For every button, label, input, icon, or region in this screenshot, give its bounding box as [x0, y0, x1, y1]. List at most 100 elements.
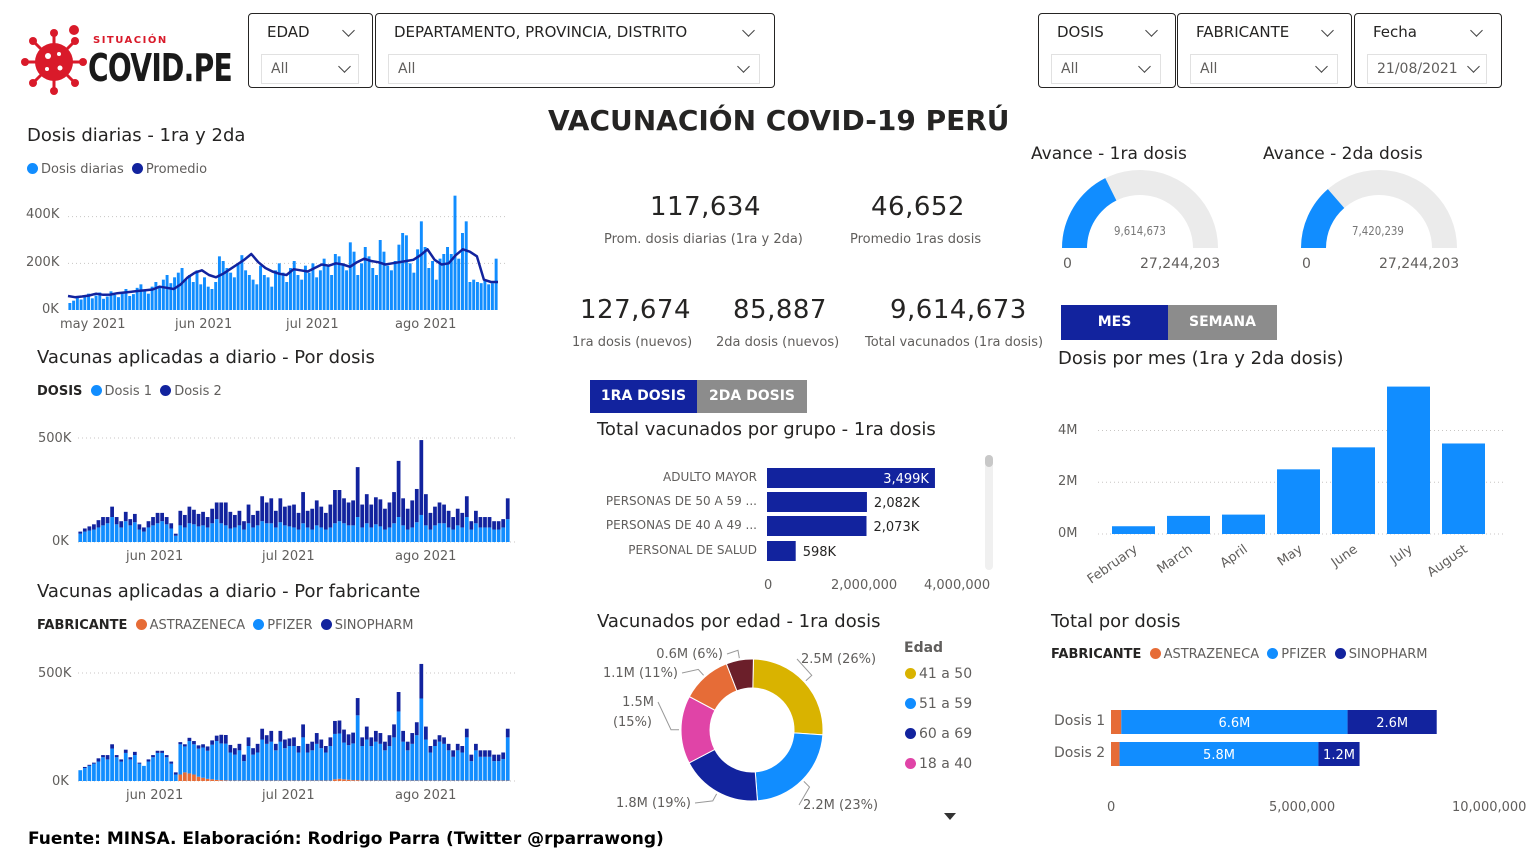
chevron-down-icon[interactable] — [1470, 24, 1483, 37]
daily-bar-segment — [337, 733, 342, 779]
daily-bar-segment — [264, 523, 269, 542]
scroll-down-icon[interactable] — [944, 813, 956, 820]
chevron-down-icon[interactable] — [1145, 24, 1158, 37]
daily-bar-segment — [455, 508, 460, 526]
daily-bar-segment — [414, 722, 419, 736]
daily-bar-segment — [160, 521, 164, 542]
daily-bar-segment — [251, 514, 255, 528]
daily-bar — [94, 295, 98, 310]
daily-bar-segment — [323, 752, 328, 781]
scrollbar-thumb[interactable] — [985, 455, 993, 467]
slicer-fabricante[interactable]: FABRICANTE All — [1177, 13, 1352, 88]
chevron-down-icon[interactable] — [338, 60, 351, 73]
toggle-2da-dosis-button[interactable]: 2DA DOSIS — [697, 380, 807, 413]
daily-bar-segment — [214, 735, 219, 742]
daily-bar — [154, 282, 158, 310]
daily-bar-segment — [392, 523, 396, 542]
y-category: Dosis 2 — [1054, 745, 1106, 761]
daily-bar-segment — [260, 521, 265, 542]
chevron-down-icon[interactable] — [1138, 60, 1151, 73]
slicer-edad-dropdown[interactable]: All — [261, 54, 359, 84]
daily-bar-segment — [205, 517, 210, 528]
daily-bar-segment — [360, 737, 365, 747]
daily-bar-segment — [196, 526, 201, 542]
daily-bar — [483, 280, 487, 310]
daily-bar-segment — [269, 498, 274, 524]
daily-bar-segment — [296, 746, 301, 753]
scrollbar[interactable] — [985, 455, 993, 570]
daily-bar-segment — [223, 502, 228, 526]
daily-bar-segment — [333, 490, 337, 524]
slicer-fecha-dropdown[interactable]: 21/08/2021 — [1367, 54, 1487, 84]
daily-bar-segment — [128, 759, 133, 781]
daily-bar-segment — [223, 780, 228, 781]
slicer-edad[interactable]: EDAD All — [248, 13, 373, 88]
month-bar — [1277, 469, 1320, 534]
daily-bar-segment — [196, 513, 201, 527]
daily-bar-segment — [196, 748, 201, 777]
daily-bar-segment — [269, 741, 274, 781]
legend-item: SINOPHARM — [1348, 647, 1428, 662]
daily-bar-segment — [146, 527, 151, 542]
daily-bar-segment — [487, 750, 492, 757]
daily-bar-segment — [178, 742, 183, 745]
daily-bar-segment — [114, 755, 119, 758]
daily-bar-segment — [319, 748, 324, 781]
daily-bar-segment — [296, 752, 301, 781]
daily-bar-segment — [464, 737, 469, 781]
x-tick: ago 2021 — [395, 549, 457, 564]
daily-bar-segment — [410, 733, 415, 744]
gauge1-max: 27,244,203 — [1140, 256, 1221, 272]
daily-bar-segment — [169, 763, 174, 781]
daily-bar-segment — [292, 746, 296, 781]
slicer-dosis-dropdown[interactable]: All — [1051, 54, 1161, 84]
daily-bar-segment — [433, 506, 437, 526]
daily-bar — [352, 251, 356, 310]
daily-bar-segment — [433, 746, 437, 781]
daily-bar-segment — [310, 741, 315, 751]
daily-bar-segment — [283, 525, 287, 542]
leader-line — [796, 658, 813, 682]
daily-bar — [468, 282, 472, 310]
toggle-1ra-dosis-button[interactable]: 1RA DOSIS — [590, 380, 697, 413]
daily-bar-segment — [501, 752, 506, 759]
slicer-fecha[interactable]: Fecha 21/08/2021 — [1354, 13, 1502, 88]
toggle-semana-button[interactable]: SEMANA — [1168, 305, 1277, 340]
daily-bar — [292, 261, 296, 310]
daily-bar-segment — [128, 525, 133, 542]
slicer-ubicacion-dropdown[interactable]: All — [388, 54, 760, 84]
daily-bar-segment — [373, 730, 378, 742]
chevron-down-icon[interactable] — [1321, 24, 1334, 37]
chevron-down-icon[interactable] — [1315, 60, 1328, 73]
daily-bar-segment — [410, 743, 415, 781]
daily-bar — [83, 296, 87, 310]
daily-bar-segment — [260, 739, 265, 781]
y-tick: 2M — [1058, 474, 1078, 489]
toggle-mes-button[interactable]: MES — [1061, 305, 1168, 340]
daily-bar — [79, 299, 83, 310]
daily-bar — [75, 297, 79, 310]
chevron-down-icon[interactable] — [1467, 60, 1480, 73]
chevron-down-icon[interactable] — [737, 60, 750, 73]
daily-bar-segment — [364, 523, 369, 542]
slicer-fabricante-title: FABRICANTE — [1196, 23, 1290, 41]
daily-bar-segment — [337, 778, 342, 781]
daily-bar — [393, 261, 397, 310]
daily-bar-segment — [305, 752, 310, 781]
chevron-down-icon[interactable] — [342, 24, 355, 37]
chevron-down-icon[interactable] — [742, 24, 755, 37]
slicer-dosis[interactable]: DOSIS All — [1038, 13, 1176, 88]
daily-bar-segment — [446, 743, 451, 751]
daily-bar-segment — [160, 750, 164, 753]
daily-bar-segment — [192, 744, 196, 775]
slicer-dosis-title: DOSIS — [1057, 23, 1104, 41]
slicer-fabricante-dropdown[interactable]: All — [1190, 54, 1338, 84]
slicer-ubicacion[interactable]: DEPARTAMENTO, PROVINCIA, DISTRITO All — [375, 13, 775, 88]
daily-bar-segment — [287, 505, 292, 527]
y-tick: 4M — [1058, 423, 1078, 438]
age-donut-chart: 2.5M (26%) 2.2M (23%) 1.8M (19%) 1.5M (15%) 1… — [603, 647, 878, 813]
daily-bar-segment — [428, 752, 433, 781]
donut-label: 1.1M (11%) — [603, 666, 678, 681]
daily-bar — [244, 270, 248, 310]
daily-bar-segment — [296, 529, 301, 542]
